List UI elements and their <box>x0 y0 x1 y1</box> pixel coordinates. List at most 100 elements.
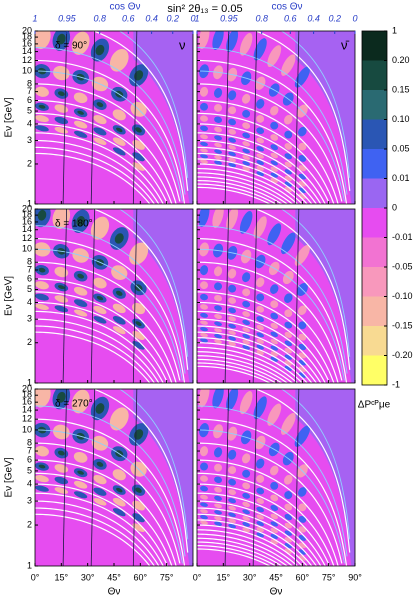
contour-blob <box>298 515 307 523</box>
contour-blob <box>200 509 208 514</box>
contour-blob <box>112 137 126 146</box>
contour-blob <box>242 345 250 350</box>
contour-blob <box>256 332 264 338</box>
panel <box>35 389 193 566</box>
contour-blob <box>214 160 222 165</box>
y-tick-label: 6 <box>27 273 32 283</box>
colorbar-tick-label: -0.01 <box>392 232 413 242</box>
contour-line <box>35 472 173 566</box>
contour-blob <box>228 297 237 304</box>
colorbar-band <box>362 208 387 238</box>
y-tick-label: 14 <box>22 224 32 234</box>
contour-blob <box>57 33 66 45</box>
contour-blob <box>284 360 292 366</box>
contour-blob <box>280 412 296 435</box>
contour-blob <box>256 160 264 166</box>
contour-blob <box>256 506 264 513</box>
contour-line <box>35 483 169 566</box>
contour-line <box>197 139 322 204</box>
contour-line <box>280 209 351 357</box>
boundary-line <box>90 31 96 204</box>
contour-blob <box>284 309 293 318</box>
contour-blob <box>74 491 88 499</box>
y-tick-label: 18 <box>22 209 32 219</box>
contour-blob <box>132 523 145 533</box>
contour-blob <box>214 149 222 154</box>
contour-line <box>197 278 339 383</box>
top-tick-label: 0.2 <box>166 13 179 23</box>
contour-region <box>295 389 355 566</box>
contour-blob <box>284 161 292 168</box>
colorbar-tick-label: -0.10 <box>392 291 413 301</box>
y-tick-label: 10 <box>22 244 32 254</box>
contour-blob <box>214 510 222 515</box>
top-tick-label: 0.4 <box>307 13 320 23</box>
x-tick-label: 30° <box>81 572 95 582</box>
boundary-line <box>224 209 229 383</box>
contour-line <box>197 541 283 566</box>
contour-blob <box>38 104 46 109</box>
contour-blob <box>270 356 278 362</box>
contour-blob <box>73 286 88 296</box>
contour-blob <box>38 464 46 469</box>
boundary-line <box>252 31 258 204</box>
contour-blob <box>228 137 236 143</box>
contour-line <box>197 301 331 383</box>
contour-blob <box>270 539 278 545</box>
contour-blob <box>298 333 307 341</box>
contour-line <box>197 261 343 381</box>
y-tick-label: 2 <box>27 519 32 529</box>
contour-blob <box>242 339 250 345</box>
contour-line <box>197 176 289 204</box>
contour-line <box>197 545 277 566</box>
contour-blob <box>242 166 250 171</box>
top-tick-label: 0.4 <box>145 13 158 23</box>
contour-line <box>197 123 331 204</box>
contour-line <box>197 418 348 566</box>
contour-line <box>35 59 186 204</box>
y-tick-label: 20 <box>22 25 32 35</box>
contour-blob <box>270 172 278 178</box>
contour-line <box>197 225 348 374</box>
x-tick-label: 0° <box>193 572 202 582</box>
contour-blob <box>242 160 250 166</box>
contour-line <box>92 31 189 191</box>
contour-line <box>197 442 343 564</box>
contour-blob <box>226 31 239 53</box>
contour-blob <box>54 266 69 278</box>
contour-line <box>118 31 189 178</box>
contour-blob <box>213 266 223 277</box>
contour-blob <box>109 407 129 431</box>
contour-line <box>197 59 348 204</box>
contour-blob <box>200 125 208 132</box>
contour-blob <box>284 514 293 521</box>
contour-blob <box>73 480 88 489</box>
contour-blob <box>256 153 264 159</box>
y-tick-label: 7 <box>27 445 32 455</box>
contour-line <box>197 99 339 204</box>
contour-blob <box>228 466 237 474</box>
y-tick-label: 5 <box>27 465 32 475</box>
boundary-line <box>62 389 67 566</box>
contour-blob <box>253 216 267 239</box>
boundary-line <box>294 389 300 566</box>
contour-blob <box>228 307 236 314</box>
boundary-line <box>132 209 138 383</box>
top-tick-label: 0 <box>352 13 357 23</box>
contour-blob <box>200 520 208 525</box>
contour-line <box>197 179 283 204</box>
contour-line <box>197 472 335 566</box>
contour-blob <box>242 132 251 139</box>
contour-blob <box>284 143 293 150</box>
contour-line <box>197 186 272 204</box>
contour-line <box>35 132 164 204</box>
contour-blob <box>228 323 236 329</box>
contour-blob <box>200 338 208 343</box>
top-tick-label: 0.8 <box>93 13 106 23</box>
contour-line <box>197 533 294 566</box>
colorbar-tick-label: 0.15 <box>392 84 410 94</box>
contour-blob <box>242 327 250 333</box>
contour-line <box>35 459 177 566</box>
contour-line <box>35 492 164 566</box>
contour-blob <box>90 216 110 240</box>
